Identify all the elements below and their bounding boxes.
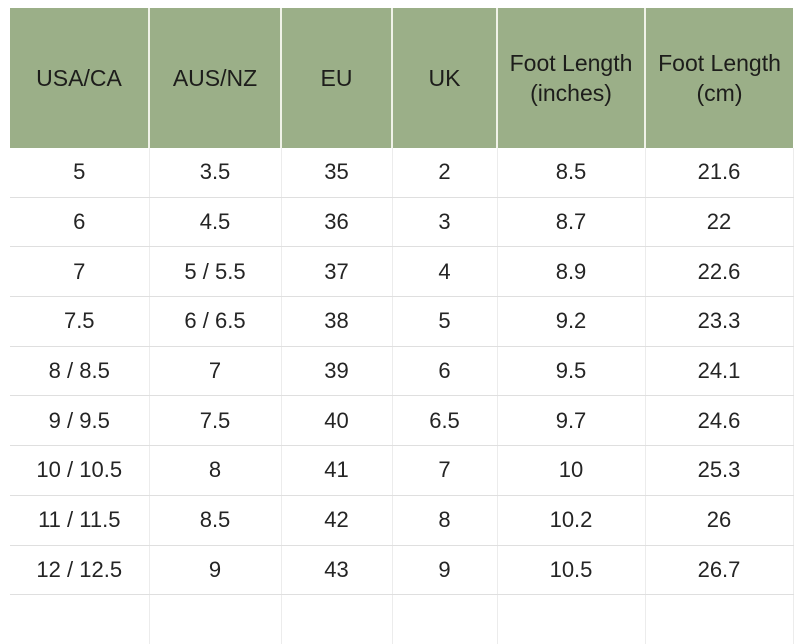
table-cell: 41	[280, 445, 392, 496]
table-row-partial	[10, 594, 794, 644]
table-cell: 12 / 12.5	[10, 545, 149, 596]
table-cell: 8	[391, 495, 497, 546]
shoe-size-conversion-table: USA/CA AUS/NZ EU UK Foot Length (inches)…	[10, 8, 794, 644]
table-cell	[391, 594, 497, 644]
shoe-size-conversion-chart: USA/CA AUS/NZ EU UK Foot Length (inches)…	[10, 8, 794, 644]
table-cell: 11 / 11.5	[10, 495, 149, 546]
table-cell: 7	[148, 346, 281, 397]
table-cell: 2	[391, 148, 497, 198]
table-header: USA/CA AUS/NZ EU UK Foot Length (inches)…	[10, 8, 793, 148]
table-cell: 5 / 5.5	[148, 246, 281, 298]
table-cell	[644, 594, 794, 644]
table-cell: 8 / 8.5	[10, 346, 149, 397]
table-cell: 10.2	[496, 495, 645, 546]
table-row: 8 / 8.5 7 39 6 9.5 24.1	[10, 346, 794, 397]
table-cell: 39	[280, 346, 392, 397]
table-cell: 24.1	[644, 346, 794, 397]
table-cell: 40	[280, 395, 392, 447]
table-cell: 9.2	[496, 296, 645, 347]
table-row: 6 4.5 36 3 8.7 22	[10, 197, 794, 248]
table-cell: 8.7	[496, 197, 645, 248]
table-body: 5 3.5 35 2 8.5 21.6 6 4.5 36 3 8.7 22 7 5 / 5.5 37 4 8.9…	[10, 148, 794, 644]
table-cell: 6	[391, 346, 497, 397]
table-cell: 26	[644, 495, 794, 546]
table-cell: 10	[496, 445, 645, 496]
table-row: 12 / 12.5 9 43 9 10.5 26.7	[10, 545, 794, 596]
table-cell: 22.6	[644, 246, 794, 298]
table-cell: 35	[280, 148, 392, 198]
table-cell: 8	[148, 445, 281, 496]
table-cell: 9	[391, 545, 497, 596]
table-cell: 9	[148, 545, 281, 596]
column-header-uk: UK	[391, 8, 497, 148]
table-cell: 26.7	[644, 545, 794, 596]
table-cell: 25.3	[644, 445, 794, 496]
table-cell: 9.5	[496, 346, 645, 397]
column-header-usa-ca: USA/CA	[10, 8, 149, 148]
table-cell: 6 / 6.5	[148, 296, 281, 347]
table-cell	[496, 594, 645, 644]
table-cell: 23.3	[644, 296, 794, 347]
table-cell: 24.6	[644, 395, 794, 447]
table-cell: 7.5	[10, 296, 149, 347]
table-cell	[280, 594, 392, 644]
table-cell: 7	[391, 445, 497, 496]
table-cell: 4.5	[148, 197, 281, 248]
table-row: 7.5 6 / 6.5 38 5 9.2 23.3	[10, 296, 794, 347]
table-cell: 38	[280, 296, 392, 347]
table-cell: 21.6	[644, 148, 794, 198]
table-cell: 7.5	[148, 395, 281, 447]
table-cell: 5	[10, 148, 149, 198]
table-cell: 4	[391, 246, 497, 298]
table-cell: 10 / 10.5	[10, 445, 149, 496]
table-cell: 9.7	[496, 395, 645, 447]
table-cell: 10.5	[496, 545, 645, 596]
table-row: 10 / 10.5 8 41 7 10 25.3	[10, 445, 794, 496]
table-cell	[10, 595, 149, 644]
table-cell: 22	[644, 197, 794, 248]
column-header-aus-nz: AUS/NZ	[148, 8, 281, 148]
table-row: 5 3.5 35 2 8.5 21.6	[10, 148, 794, 198]
table-row: 11 / 11.5 8.5 42 8 10.2 26	[10, 495, 794, 546]
table-cell: 5	[391, 296, 497, 347]
column-header-foot-length-inches: Foot Length (inches)	[496, 8, 645, 148]
table-cell: 42	[280, 495, 392, 546]
table-cell: 8.5	[148, 495, 281, 546]
table-cell: 8.9	[496, 246, 645, 298]
column-header-eu: EU	[280, 8, 392, 148]
table-row: 9 / 9.5 7.5 40 6.5 9.7 24.6	[10, 395, 794, 447]
table-cell: 6.5	[391, 395, 497, 447]
table-cell: 37	[280, 246, 392, 298]
table-cell: 3	[391, 197, 497, 248]
table-cell: 36	[280, 197, 392, 248]
table-cell: 6	[10, 197, 149, 248]
table-cell: 8.5	[496, 148, 645, 198]
column-header-foot-length-cm: Foot Length (cm)	[644, 8, 793, 148]
table-cell: 3.5	[148, 148, 281, 198]
table-cell: 7	[10, 246, 149, 298]
table-cell: 9 / 9.5	[10, 395, 149, 447]
table-cell: 43	[280, 545, 392, 596]
table-header-row: USA/CA AUS/NZ EU UK Foot Length (inches)…	[10, 8, 793, 148]
table-cell	[148, 594, 281, 644]
